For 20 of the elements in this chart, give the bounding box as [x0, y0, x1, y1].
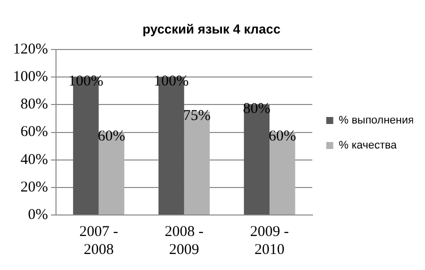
legend-label: % качества: [338, 140, 398, 152]
x-tick-label: 2007 - 2008: [79, 224, 118, 258]
y-tick-label: 20%: [20, 179, 48, 196]
y-tick-label: 0%: [28, 206, 48, 223]
bar: [270, 132, 296, 214]
bar: [184, 112, 210, 214]
y-tick-label: 120%: [12, 42, 48, 58]
data-label: 75%: [183, 108, 211, 124]
data-label: 60%: [98, 128, 126, 145]
y-tick-label: 40%: [20, 152, 48, 168]
data-label: 60%: [268, 128, 296, 145]
x-tick-label: 2008 - 2009: [164, 224, 204, 258]
y-tick-label: 60%: [20, 124, 48, 140]
chart-title: русский язык 4 класс: [142, 21, 280, 36]
x-tick-label: 2009 - 2010: [250, 224, 289, 258]
y-tick-label: 80%: [20, 96, 48, 113]
legend-label: % выполнения: [338, 114, 414, 127]
bar: [244, 104, 270, 214]
y-tick-label: 100%: [12, 69, 48, 86]
bar: [98, 132, 124, 214]
